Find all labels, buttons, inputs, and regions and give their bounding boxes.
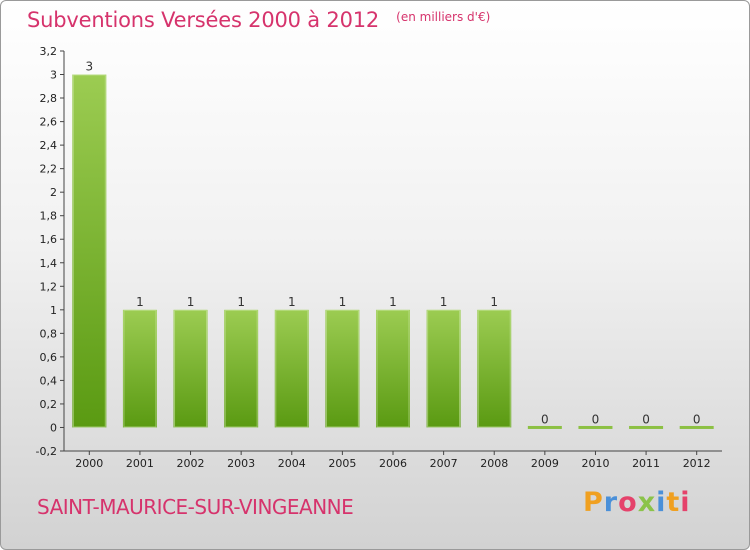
y-tick-label: 1	[50, 304, 57, 317]
bar	[679, 425, 714, 429]
data-label: 1	[389, 295, 397, 309]
logo-letter: i	[656, 487, 667, 518]
data-label: 1	[339, 295, 347, 309]
y-tick-label: 1,2	[40, 280, 58, 293]
bar	[224, 309, 259, 428]
title-row: Subventions Versées 2000 à 2012 (en mill…	[27, 8, 490, 32]
data-label: 0	[642, 412, 650, 426]
bar	[527, 425, 562, 429]
bar-highlight	[275, 309, 309, 428]
chart-unit: (en milliers d'€)	[396, 10, 491, 24]
y-tick-label: 0,8	[40, 327, 58, 340]
logo-letter: t	[666, 487, 681, 518]
x-tick-label: 2006	[379, 457, 407, 470]
logo-letter: x	[637, 487, 657, 518]
bar-highlight	[174, 309, 208, 428]
data-label: 1	[288, 295, 296, 309]
x-tick-label: 2002	[177, 457, 205, 470]
axes	[60, 50, 722, 455]
bar-highlight	[72, 74, 106, 428]
bar	[173, 309, 208, 428]
bars	[72, 74, 714, 429]
y-tick-label: 1,4	[40, 257, 58, 270]
y-tick-label: -0,2	[36, 445, 57, 458]
data-label: 1	[187, 295, 195, 309]
x-tick-label: 2000	[75, 457, 103, 470]
x-tick-label: 2010	[581, 457, 609, 470]
labels: -0,2 0 0,2 0,4 0,6 0,8 1 1,2 1,4 1,6 1,8 2 2,2 2,4 2,6…	[36, 45, 711, 470]
y-tick-label: 0	[50, 421, 57, 434]
bar-highlight	[123, 309, 157, 428]
y-tick-label: 2,8	[40, 92, 58, 105]
bar	[325, 309, 360, 428]
data-label: 1	[440, 295, 448, 309]
bar	[122, 309, 157, 428]
y-tick-label: 1,8	[40, 210, 58, 223]
x-tick-label: 2012	[683, 457, 711, 470]
bar	[477, 309, 512, 428]
bar-highlight	[376, 309, 410, 428]
bar	[72, 74, 107, 428]
y-tick-label: 2	[50, 186, 57, 199]
x-tick-label: 2005	[328, 457, 356, 470]
data-label: 0	[693, 412, 701, 426]
data-label: 1	[237, 295, 245, 309]
x-tick-label: 2009	[531, 457, 559, 470]
bar	[426, 309, 461, 428]
x-tick-label: 2007	[430, 457, 458, 470]
x-tick-label: 2011	[632, 457, 660, 470]
data-label: 0	[592, 412, 600, 426]
bar-highlight	[325, 309, 359, 428]
bar	[629, 425, 664, 429]
x-tick-label: 2001	[126, 457, 154, 470]
y-tick-label: 3	[50, 69, 57, 82]
y-tick-label: 0,4	[40, 374, 58, 387]
bar	[274, 309, 309, 428]
y-tick-label: 2,4	[40, 139, 58, 152]
bar-highlight	[224, 309, 258, 428]
proxiti-logo[interactable]: Proxiti	[583, 487, 691, 518]
x-tick-label: 2004	[278, 457, 306, 470]
y-tick-label: 0,2	[40, 398, 58, 411]
y-tick-label: 1,6	[40, 233, 58, 246]
data-label: 1	[490, 295, 498, 309]
bar-highlight	[477, 309, 511, 428]
chart-title: Subventions Versées 2000 à 2012	[27, 8, 380, 32]
bar	[578, 425, 613, 429]
logo-letter: r	[603, 487, 619, 518]
y-tick-label: 2,6	[40, 116, 58, 129]
data-label: 1	[136, 295, 144, 309]
x-tick-label: 2008	[480, 457, 508, 470]
y-tick-label: 0,6	[40, 351, 58, 364]
y-tick-label: 2,2	[40, 163, 58, 176]
data-label: 3	[85, 60, 93, 74]
y-tick-label: 3,2	[40, 45, 58, 58]
data-label: 0	[541, 412, 549, 426]
commune-name: SAINT-MAURICE-SUR-VINGEANNE	[37, 495, 354, 519]
bar	[376, 309, 410, 428]
bar-highlight	[427, 309, 461, 428]
logo-letter: P	[583, 487, 604, 518]
x-tick-label: 2003	[227, 457, 255, 470]
logo-letter: i	[680, 487, 691, 518]
logo-letter: o	[618, 487, 638, 518]
